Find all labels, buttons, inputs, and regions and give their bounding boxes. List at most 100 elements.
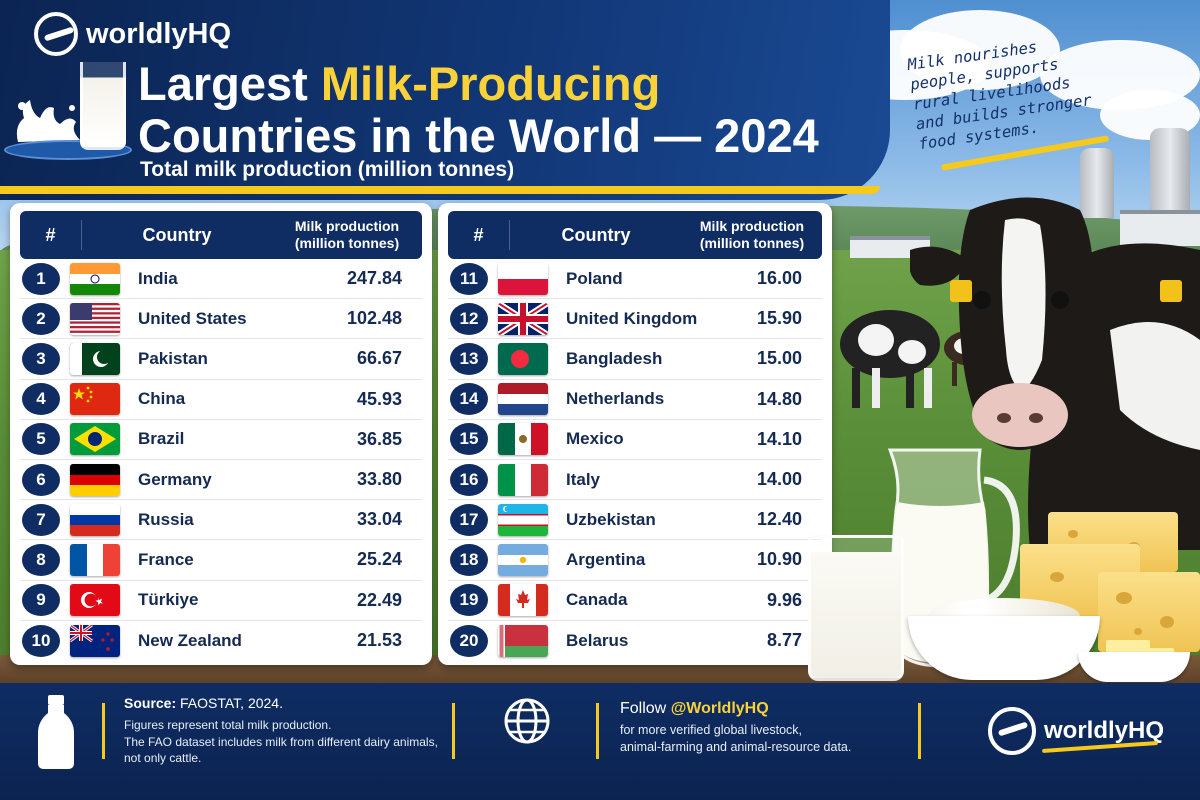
india-flag-icon	[70, 262, 120, 295]
production-value: 33.80	[356, 469, 402, 490]
brazil-flag-icon	[70, 423, 120, 456]
production-value: 33.04	[356, 509, 402, 530]
production-value: 22.49	[356, 589, 402, 610]
production-value: 36.85	[356, 428, 402, 449]
col-production-header-line: Milk production	[699, 218, 805, 234]
ranking-table-left: # Country Milk production (million tonne…	[10, 203, 432, 665]
page-subtitle: Total milk production (million tonnes)	[140, 158, 515, 181]
argentina-flag-icon	[498, 543, 548, 576]
footer-divider	[596, 703, 599, 759]
uk-flag-icon	[498, 302, 548, 335]
country-name: Canada	[566, 590, 628, 610]
col-production-header: Milk production (million tonnes)	[272, 218, 422, 252]
butter-dish-icon	[1078, 652, 1190, 682]
rank-badge: 3	[22, 342, 60, 375]
cheese-wedge-icon	[1098, 572, 1200, 652]
mexico-flag-icon	[498, 423, 548, 456]
rank-badge: 11	[450, 262, 488, 295]
table-row: 16 Italy 14.00	[448, 460, 822, 501]
grazing-cow-icon	[840, 310, 940, 408]
table-row: 3 Pakistan 66.67	[20, 339, 422, 380]
production-value: 8.77	[766, 630, 802, 651]
usa-flag-icon	[70, 302, 120, 335]
rank-badge: 18	[450, 543, 488, 576]
country-name: Bangladesh	[566, 348, 663, 368]
footer: Source: FAOSTAT, 2024. Figures represent…	[0, 683, 1200, 800]
uzbekistan-flag-icon	[498, 503, 548, 536]
rank-badge: 2	[22, 302, 60, 335]
germany-flag-icon	[70, 463, 120, 496]
country-name: Netherlands	[566, 389, 665, 409]
source-text: Source: FAOSTAT, 2024.	[124, 695, 283, 711]
col-production-header-line: (million tonnes)	[294, 235, 400, 251]
source-label: Source:	[124, 695, 177, 711]
belarus-flag-icon	[498, 624, 548, 657]
table-row: 12 United Kingdom 15.90	[448, 299, 822, 340]
table-header: # Country Milk production (million tonne…	[20, 211, 422, 259]
worldlyhq-logo-icon	[988, 707, 1036, 755]
col-rank-header: #	[20, 220, 82, 250]
production-value: 14.00	[756, 469, 802, 490]
social-handle-link[interactable]: @WorldlyHQ	[670, 700, 769, 717]
country-name: Germany	[138, 469, 212, 489]
table-row: 1 India 247.84	[20, 259, 422, 300]
col-country-header: Country	[561, 224, 631, 245]
bangladesh-flag-icon	[498, 342, 548, 375]
source-value: FAOSTAT, 2024.	[176, 695, 283, 711]
table-row: 20 Belarus 8.77	[448, 621, 822, 661]
table-body: 11 Poland 16.00 12 United Kingdom 15.90 13 Bang…	[448, 259, 822, 661]
table-row: 11 Poland 16.00	[448, 259, 822, 300]
rank-badge: 12	[450, 302, 488, 335]
title-text: Largest	[138, 57, 321, 110]
footer-divider	[102, 703, 105, 759]
country-name: United Kingdom	[566, 308, 698, 328]
country-name: Poland	[566, 268, 623, 288]
france-flag-icon	[70, 543, 120, 576]
country-name: United States	[138, 308, 247, 328]
source-note: not only cattle.	[124, 751, 202, 765]
rank-badge: 14	[450, 383, 488, 416]
cloud	[900, 10, 1060, 90]
source-note: The FAO dataset includes milk from diffe…	[124, 735, 438, 749]
country-name: India	[138, 268, 178, 288]
table-row: 5 Brazil 36.85	[20, 420, 422, 460]
country-name: Türkiye	[138, 590, 199, 610]
production-value: 247.84	[346, 268, 402, 289]
production-value: 14.80	[756, 388, 802, 409]
globe-icon	[504, 698, 550, 744]
turkiye-flag-icon	[70, 584, 120, 617]
rank-badge: 6	[22, 463, 60, 496]
country-name: Russia	[138, 509, 194, 529]
production-value: 45.93	[356, 388, 402, 409]
table-header: # Country Milk production (million tonne…	[448, 211, 822, 259]
production-value: 9.96	[766, 589, 802, 610]
cow-icon	[910, 197, 1200, 550]
brand-name: worldlyHQ	[86, 17, 232, 50]
source-note: Figures represent total milk production.	[124, 718, 332, 732]
production-value: 15.00	[756, 348, 802, 369]
rank-badge: 9	[22, 584, 60, 617]
header-banner: worldlyHQ Largest Milk-Producing Countri…	[0, 0, 890, 200]
table-row: 2 United States 102.48	[20, 299, 422, 340]
col-production-header: Milk production (million tonnes)	[682, 218, 822, 252]
country-name: Italy	[566, 469, 601, 489]
country-name: Uzbekistan	[566, 509, 656, 529]
pakistan-flag-icon	[70, 342, 120, 375]
rank-badge: 17	[450, 503, 488, 536]
production-value: 102.48	[346, 308, 402, 329]
table-row: 6 Germany 33.80	[20, 460, 422, 501]
table-body: 1 India 247.84 2 United States 102.48 3 Pakista…	[20, 259, 422, 661]
page-title-line1: Largest Milk-Producing	[138, 56, 660, 111]
follow-subtext: animal-farming and animal-resource data.	[620, 740, 852, 754]
col-production-header-line: Milk production	[294, 218, 400, 234]
table-row: 13 Bangladesh 15.00	[448, 339, 822, 380]
page-title-line2: Countries in the World — 2024	[138, 109, 819, 162]
table-row: 14 Netherlands 14.80	[448, 380, 822, 420]
footer-divider	[918, 703, 921, 759]
rank-badge: 1	[22, 262, 60, 295]
new-zealand-flag-icon	[70, 624, 120, 657]
milk-glass-icon	[808, 535, 904, 681]
rank-badge: 13	[450, 342, 488, 375]
silo-icon	[1080, 148, 1114, 218]
country-name: Argentina	[566, 549, 646, 569]
